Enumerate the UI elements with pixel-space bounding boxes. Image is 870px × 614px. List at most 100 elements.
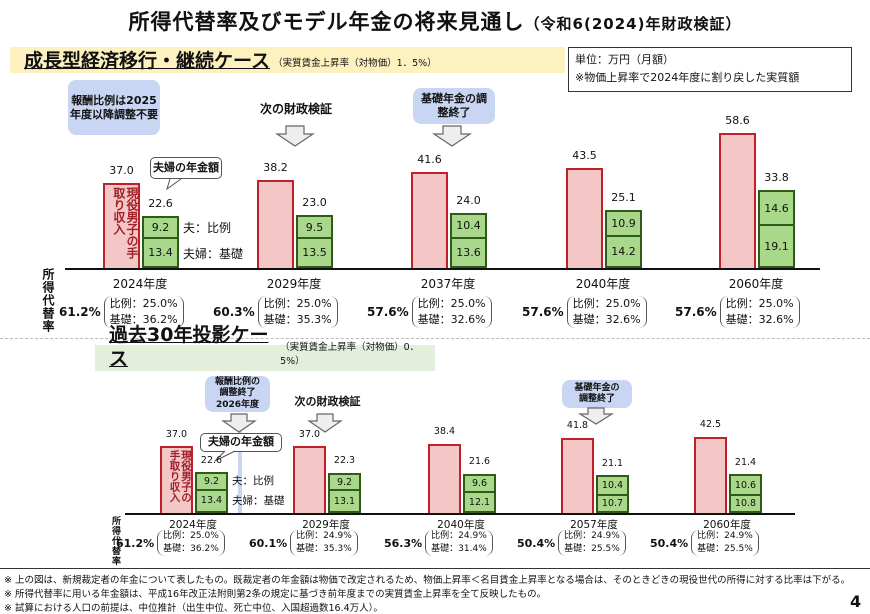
section-header-growth: 成長型経済移行・継続ケース （実質賃金上昇率（対物価）1．5%）: [10, 47, 565, 73]
couple-total-value: 25.1: [611, 191, 636, 205]
rate-breakdown: 比例：25.0% 基礎：32.6%: [411, 296, 492, 328]
basic-pension-bar: 12.1: [463, 491, 496, 513]
rate-breakdown: 比例：25.0% 基礎：35.3%: [257, 296, 338, 328]
rate-ratio_basic: 基礎：32.6%: [572, 312, 641, 326]
legend-basic: 夫婦：基礎: [183, 246, 244, 261]
replacement-rate-label: 所得代替率: [110, 516, 120, 566]
proportional-pension-bar: 9.2: [328, 472, 361, 492]
worker-income-value: 37.0: [165, 428, 188, 440]
proportional-pension-bar: 9.2: [142, 216, 179, 240]
worker-income-value: 41.8: [566, 420, 589, 432]
year-label: 2029年度: [302, 519, 350, 531]
section-title: 過去30年投影ケース: [109, 324, 269, 370]
couple-total-value: 21.4: [734, 456, 757, 468]
year-label: 2057年度: [570, 519, 618, 531]
rate-ratio_basic: 基礎：31.4%: [431, 544, 487, 555]
callout-basic-end: 基礎年金の調整終了: [413, 88, 495, 124]
down-arrow-icon: [432, 125, 472, 147]
down-arrow-icon: [275, 125, 315, 147]
year-label: 2037年度: [420, 277, 476, 291]
replacement-rate-total: 61.2%: [59, 304, 101, 319]
rate-ratio_basic: 基礎：35.3%: [296, 544, 352, 555]
proportional-pension-bar: 14.6: [758, 190, 795, 227]
replacement-ratio: 60.3% 比例：25.0% 基礎：35.3%: [213, 296, 338, 328]
legend-basic: 夫婦：基礎: [232, 494, 285, 507]
year-label: 2060年度: [728, 277, 784, 291]
couple-pension-bubble: 夫婦の年金額: [200, 433, 282, 452]
down-arrow-icon: [577, 407, 615, 425]
down-arrow-icon: [307, 413, 343, 433]
replacement-ratio: 61.2% 比例：25.0% 基礎：36.2%: [59, 296, 184, 328]
worker-income-bar: [566, 167, 603, 268]
proportional-pension-bar: 10.9: [605, 210, 642, 238]
rate-ratio_basic: 基礎：32.6%: [417, 312, 486, 326]
couple-total-value: 24.0: [456, 193, 481, 207]
year-label: 2040年度: [575, 277, 631, 291]
rate-ratio_basic: 基礎：36.2%: [163, 544, 219, 555]
rate-breakdown: 比例：24.9% 基礎：25.5%: [691, 530, 759, 557]
callout-proportional-end: 報酬比例の調整終了2026年度: [205, 376, 270, 412]
rate-ratio_proportional: 比例：24.9%: [564, 531, 620, 541]
basic-pension-bar: 19.1: [758, 224, 795, 268]
worker-income-label: 現役男子の手取り収入: [168, 450, 192, 503]
rate-breakdown: 比例：24.9% 基礎：25.5%: [558, 530, 626, 557]
rate-ratio_proportional: 比例：25.0%: [572, 297, 641, 310]
worker-income-bar: [428, 443, 461, 513]
basic-pension-bar: 10.8: [729, 493, 762, 513]
rate-ratio_proportional: 比例：24.9%: [697, 531, 753, 541]
proportional-pension-bar: 9.2: [195, 472, 228, 491]
rate-ratio_proportional: 比例：24.9%: [431, 531, 487, 541]
section-divider: [0, 338, 870, 339]
callout-basic-end: 基礎年金の調整終了: [562, 380, 632, 408]
title-main: 所得代替率及びモデル年金の将来見通し: [128, 10, 525, 34]
legend-proportional: 夫：比例: [183, 220, 232, 235]
callout-next-review: 次の財政検証: [294, 395, 361, 408]
worker-income-value: 42.5: [699, 419, 722, 430]
rate-ratio_basic: 基礎：25.5%: [564, 544, 620, 555]
proportional-pension-bar: 10.4: [596, 475, 629, 496]
replacement-rate-total: 56.3%: [384, 536, 423, 550]
legend-proportional: 夫：比例: [232, 474, 274, 487]
replacement-ratio: 57.6% 比例：25.0% 基礎：32.6%: [367, 296, 492, 328]
rate-ratio_proportional: 比例：25.0%: [417, 297, 486, 310]
rate-ratio_basic: 基礎：36.2%: [109, 312, 178, 326]
rate-breakdown: 比例：25.0% 基礎：36.2%: [103, 296, 184, 328]
x-axis-baseline: [65, 268, 820, 270]
couple-total-value: 21.6: [468, 456, 491, 468]
couple-total-value: 22.6: [148, 197, 173, 211]
replacement-rate-label: 所得代替率: [41, 268, 55, 333]
replacement-ratio: 57.6% 比例：25.0% 基礎：32.6%: [522, 296, 647, 328]
worker-income-value: 38.2: [263, 161, 288, 175]
rate-ratio_basic: 基礎：25.5%: [697, 544, 753, 555]
couple-total-value: 22.3: [333, 455, 356, 467]
footnote: ※ 所得代替率に用いる年金額は、平成16年改正法附則第2条の規定に基づき前年度ま…: [4, 589, 547, 600]
worker-income-label: 現役男子の手取り収入: [111, 186, 139, 259]
rate-breakdown: 比例：25.0% 基礎：32.6%: [566, 296, 647, 328]
year-label: 2040年度: [437, 519, 485, 531]
replacement-ratio: 56.3% 比例：24.9% 基礎：31.4%: [384, 530, 493, 557]
worker-income-value: 37.0: [298, 428, 321, 440]
rate-ratio_basic: 基礎：32.6%: [725, 312, 794, 326]
worker-income-bar: [719, 133, 756, 268]
couple-pension-bubble: 夫婦の年金額: [150, 157, 222, 179]
x-axis-baseline: [125, 513, 795, 515]
worker-income-bar: [694, 436, 727, 513]
bubble-tail: [166, 178, 182, 191]
worker-income-bar: [257, 180, 294, 268]
replacement-rate-total: 57.6%: [675, 304, 717, 319]
couple-total-value: 22.6: [200, 454, 223, 466]
proportional-pension-bar: 10.6: [729, 474, 762, 496]
replacement-ratio: 60.1% 比例：24.9% 基礎：35.3%: [249, 530, 358, 557]
replacement-rate-total: 61.2%: [116, 536, 155, 550]
replacement-rate-total: 57.6%: [367, 304, 409, 319]
section-subtitle: （実質賃金上昇率（対物価）1．5%）: [273, 58, 437, 69]
unit-box: 単位：万円（月額） ※物価上昇率で2024年度に割り戻した実質額: [568, 47, 852, 92]
couple-total-value: 21.1: [601, 457, 624, 469]
worker-income-value: 43.5: [572, 148, 597, 162]
worker-income-value: 58.6: [725, 114, 750, 128]
page-title: 所得代替率及びモデル年金の将来見通し（令和6(2024)年財政検証）: [0, 6, 870, 36]
callout-no-adjustment: 報酬比例は2025年度以降調整不要: [68, 80, 160, 135]
couple-total-value: 33.8: [764, 171, 789, 185]
worker-income-value: 41.6: [417, 153, 442, 167]
couple-total-value: 23.0: [302, 196, 327, 210]
